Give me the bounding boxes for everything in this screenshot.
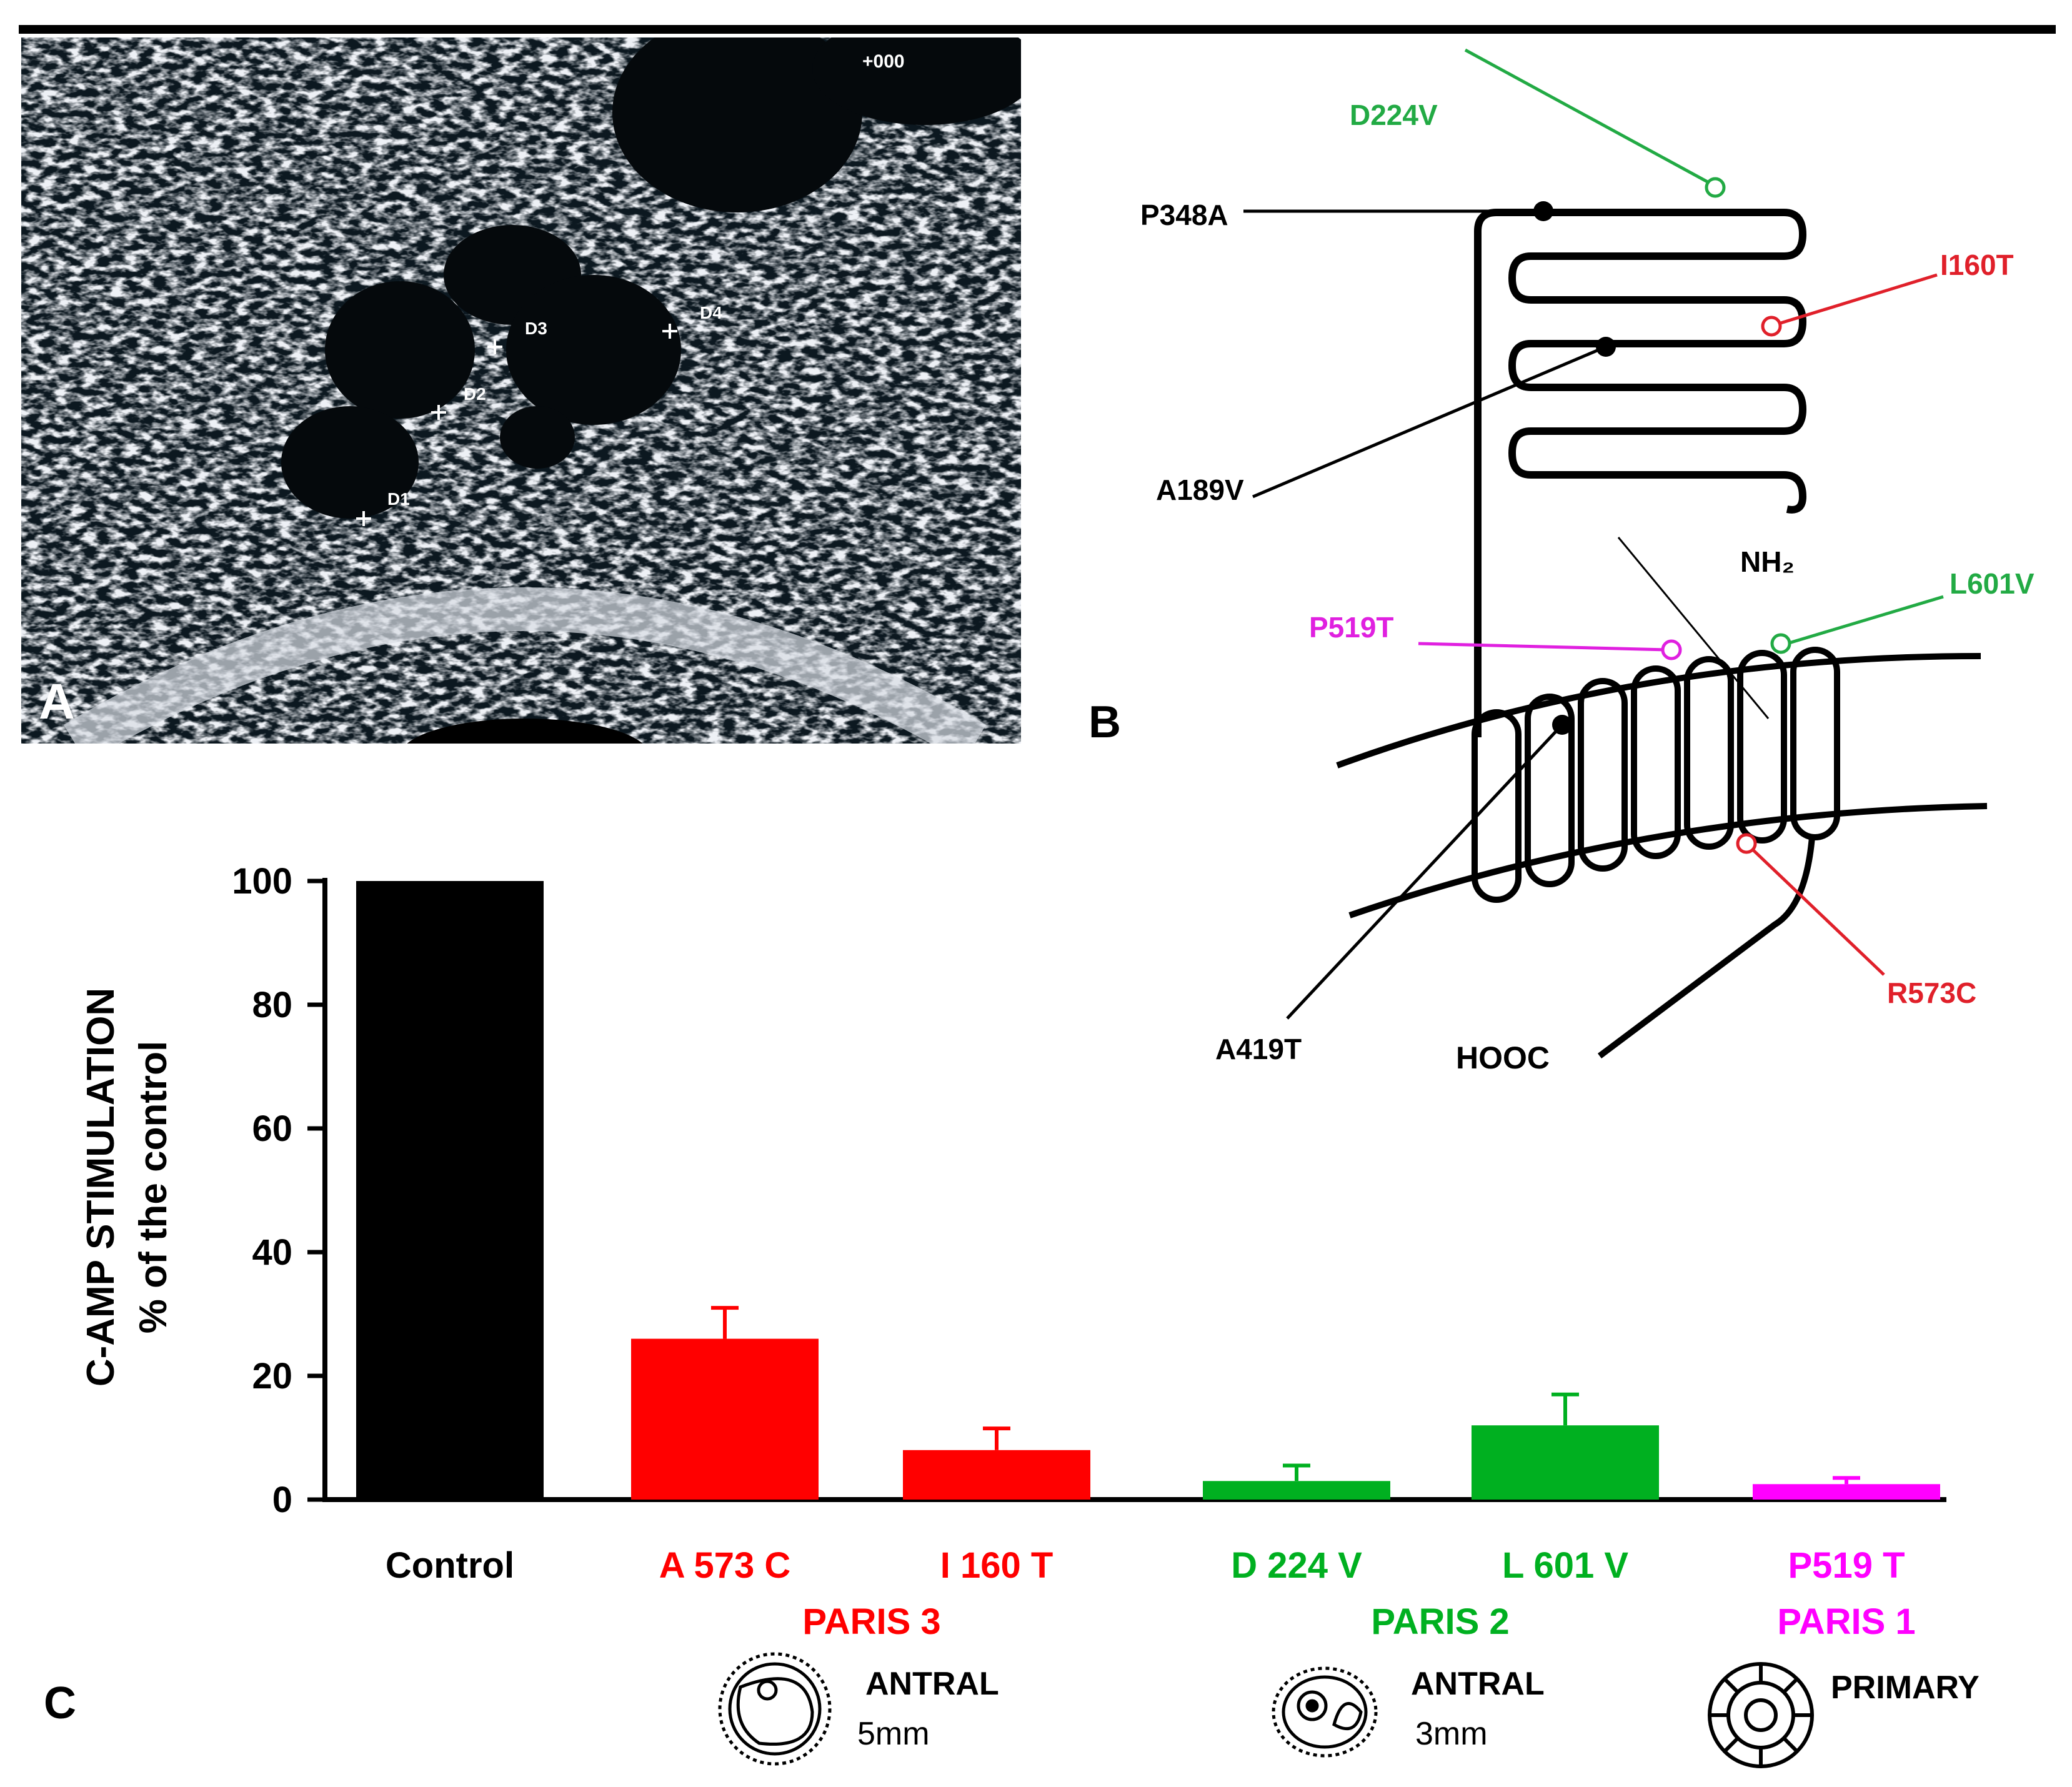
tm-helix [1631, 665, 1681, 859]
bar-a-573-c [631, 1338, 819, 1500]
mutation-dot-a419t [1552, 715, 1572, 735]
probe-arc [64, 587, 986, 744]
y-tick-label: 40 [252, 1232, 292, 1273]
error-bar [983, 1426, 1010, 1450]
mutation-label-p348a: P348A [1140, 199, 1228, 231]
extracellular-domain [1474, 209, 1806, 737]
c-terminus-label: HOOC [1456, 1040, 1550, 1075]
y-tick-label: 80 [252, 985, 292, 1025]
measurement-label: D1 [387, 489, 410, 509]
y-tick-label: 0 [272, 1480, 292, 1520]
y-tick-group: 0 20 40 60 80 100 [232, 861, 325, 1520]
stage-size-3mm: 3mm [1415, 1716, 1488, 1752]
y-tick-label: 100 [232, 861, 292, 902]
y-tick-label: 60 [252, 1108, 292, 1149]
category-labels: Control A 573 C I 160 T D 224 V L 601 V P519 … [386, 1545, 1905, 1586]
n-terminus-label: NH₂ [1740, 545, 1795, 578]
measurement-label: D4 [700, 303, 722, 322]
bar-l-601-v [1472, 1425, 1659, 1500]
tm-helix [1790, 647, 1840, 840]
error-bar [1283, 1463, 1310, 1481]
probe-head [407, 719, 643, 744]
mutation-labels: D224V P348A I160T A189V P519T L601V R573… [1140, 99, 2035, 1065]
group-label-paris-3: PARIS 3 [802, 1601, 940, 1642]
panel-c-label: C [44, 1678, 76, 1728]
tm-helix [1578, 678, 1628, 872]
follicle-icon-antral-3mm [1272, 1666, 1378, 1758]
panel-c-bar-chart: 0 20 40 60 80 100 Control A 573 C I 160 T D 224 … [44, 861, 1980, 1768]
c-terminal-tail [1598, 837, 1815, 1058]
measurement-label: D2 [464, 384, 486, 404]
mutation-label-d224v: D224V [1350, 99, 1438, 131]
mutation-dot-r573c [1736, 833, 1757, 854]
domain-connector [1617, 537, 1770, 719]
measurement-labels: D1 D2 D3 D4 [387, 303, 722, 509]
y-axis-subtitle: % of the control [132, 1041, 175, 1333]
bar-i-160-t [903, 1450, 1090, 1500]
mutation-label-i160t: I160T [1940, 249, 2014, 281]
transmembrane-helices [1472, 647, 1840, 903]
category-label: Control [386, 1545, 514, 1586]
mutation-label-a189v: A189V [1156, 474, 1244, 506]
mutation-dot-d224v [1705, 177, 1726, 198]
panel-a-label: A [39, 674, 75, 729]
stage-labels: ANTRAL 5mm ANTRAL 3mm PRIMARY [857, 1666, 1980, 1752]
category-label: L 601 V [1502, 1545, 1628, 1586]
category-label: P519 T [1788, 1545, 1905, 1586]
measurement-label: D3 [525, 319, 547, 338]
y-axis-title: C-AMP STIMULATION [79, 988, 122, 1386]
error-bar [1552, 1392, 1579, 1426]
mutation-label-a419t: A419T [1215, 1033, 1302, 1065]
mutation-label-r573c: R573C [1887, 977, 1976, 1009]
category-label: D 224 V [1231, 1545, 1362, 1586]
category-label: A 573 C [659, 1545, 791, 1586]
tm-helix [1684, 656, 1734, 850]
group-label-paris-2: PARIS 2 [1371, 1601, 1509, 1642]
bar-d-224-v [1203, 1481, 1390, 1500]
mutation-label-l601v: L601V [1950, 567, 2035, 600]
panel-b-receptor-diagram: B [1088, 48, 2035, 1075]
stage-label-antral-5mm: ANTRAL [865, 1666, 999, 1702]
membrane-outer [1336, 653, 1981, 769]
error-bar [1833, 1476, 1860, 1485]
panel-b-label: B [1088, 697, 1121, 747]
bars-group [356, 881, 1940, 1500]
follicle-icon-antral-5mm [718, 1652, 832, 1766]
group-label-paris-1: PARIS 1 [1777, 1601, 1915, 1642]
follicle-regions [281, 37, 1021, 519]
stage-label-antral-3mm: ANTRAL [1411, 1666, 1545, 1702]
mutation-dot-p348a [1533, 201, 1553, 221]
tm-helix [1472, 709, 1522, 903]
follicle-icon-primary [1708, 1662, 1814, 1768]
scale-marker: +000 [862, 51, 905, 72]
y-tick-label: 20 [252, 1356, 292, 1396]
category-label: I 160 T [940, 1545, 1053, 1586]
stage-size-5mm: 5mm [857, 1716, 930, 1752]
mutation-markers [1243, 48, 1944, 1020]
panel-a-ultrasound: D1 D2 D3 D4 +000 A [21, 37, 1021, 744]
mutation-dot-a189v [1596, 337, 1616, 357]
mutation-dot-i160t [1761, 316, 1782, 337]
stage-label-primary: PRIMARY [1831, 1670, 1980, 1706]
mutation-dot-p519t [1661, 639, 1682, 660]
chart-axes [322, 878, 1946, 1502]
membrane-inner [1348, 803, 1988, 918]
top-rule [19, 25, 2056, 34]
bar-control [356, 881, 544, 1500]
mutation-dot-l601v [1770, 633, 1791, 654]
measurement-crosses [356, 324, 677, 526]
tm-helix [1525, 694, 1575, 887]
tm-helix [1737, 650, 1787, 844]
mutation-label-p519t: P519T [1309, 611, 1394, 644]
error-bar [711, 1306, 739, 1339]
bar-p519-t [1753, 1484, 1940, 1500]
